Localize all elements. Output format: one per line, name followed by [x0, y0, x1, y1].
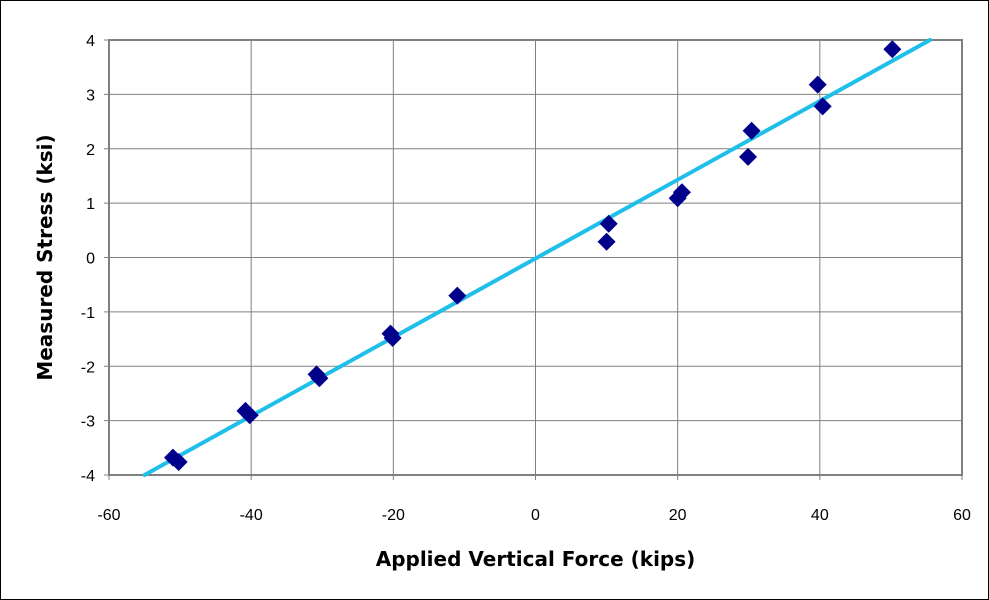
- y-tick-label: -3: [81, 414, 95, 431]
- y-tick-label: 0: [86, 251, 95, 268]
- y-tick-labels: -4 -3 -2 -1 0 1 2 3 4: [81, 33, 109, 485]
- data-point: [169, 452, 188, 471]
- data-point: [813, 97, 832, 116]
- x-tick-label: 0: [531, 507, 540, 524]
- data-point: [742, 121, 761, 140]
- y-tick-label: 3: [86, 87, 95, 104]
- x-tick-label: 20: [669, 507, 687, 524]
- y-tick-label: 1: [86, 196, 95, 213]
- y-tick-label: 4: [86, 33, 95, 50]
- data-point: [808, 75, 827, 94]
- y-tick-label: -2: [81, 359, 95, 376]
- y-tick-label: -1: [81, 305, 95, 322]
- x-tick-label: 60: [953, 507, 971, 524]
- data-point: [240, 406, 259, 425]
- data-point: [448, 286, 467, 305]
- y-tick-label: 2: [86, 142, 95, 159]
- y-tick-label: -4: [81, 468, 95, 485]
- trendline-group: [142, 38, 933, 477]
- x-tick-labels: -60 -40 -20 0 20 40 60: [97, 475, 971, 524]
- x-tick-label: -40: [240, 507, 263, 524]
- data-points: [163, 40, 902, 471]
- data-point: [310, 369, 329, 388]
- trendline: [142, 38, 933, 477]
- y-axis-title: Measured Stress (ksi): [33, 134, 57, 380]
- data-point: [883, 40, 902, 59]
- data-point: [672, 183, 691, 202]
- x-tick-label: 40: [811, 507, 829, 524]
- x-tick-label: -20: [382, 507, 405, 524]
- data-point: [599, 214, 618, 233]
- data-point: [739, 147, 758, 166]
- x-axis-title: Applied Vertical Force (kips): [376, 547, 696, 571]
- x-tick-label: -60: [97, 507, 120, 524]
- data-point: [383, 328, 402, 347]
- data-point: [597, 232, 616, 251]
